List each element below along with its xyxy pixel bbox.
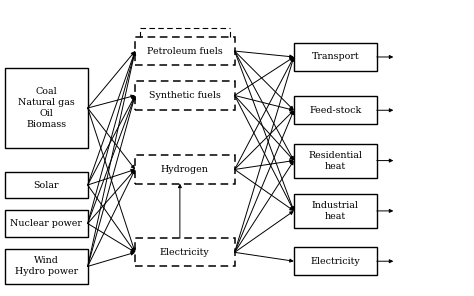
Text: Hydrogen: Hydrogen [161,165,209,174]
Text: Solar: Solar [34,181,59,189]
Bar [5,210,88,237]
Text: Residential
heat: Residential heat [309,151,362,170]
Bar [294,194,377,228]
Bar [135,37,235,65]
Bar [135,155,235,184]
Text: Nuclear power: Nuclear power [10,219,82,228]
Text: Synthetic fuels: Synthetic fuels [149,91,221,100]
Text: Wind
Hydro power: Wind Hydro power [15,256,78,276]
Bar [294,144,377,178]
Bar [294,247,377,275]
Bar [135,238,235,266]
Text: Electricity: Electricity [160,248,210,257]
Text: Coal
Natural gas
Oil
Biomass: Coal Natural gas Oil Biomass [18,87,74,129]
Bar [135,81,235,110]
Text: Petroleum fuels: Petroleum fuels [147,46,223,56]
Bar [294,96,377,124]
Bar [5,172,88,198]
Text: Electricity: Electricity [310,257,360,266]
Bar [294,43,377,71]
Bar [5,249,88,284]
Bar [5,68,88,148]
Text: Industrial
heat: Industrial heat [312,201,359,221]
Text: Transport: Transport [311,52,359,62]
Text: Feed-stock: Feed-stock [309,106,362,115]
